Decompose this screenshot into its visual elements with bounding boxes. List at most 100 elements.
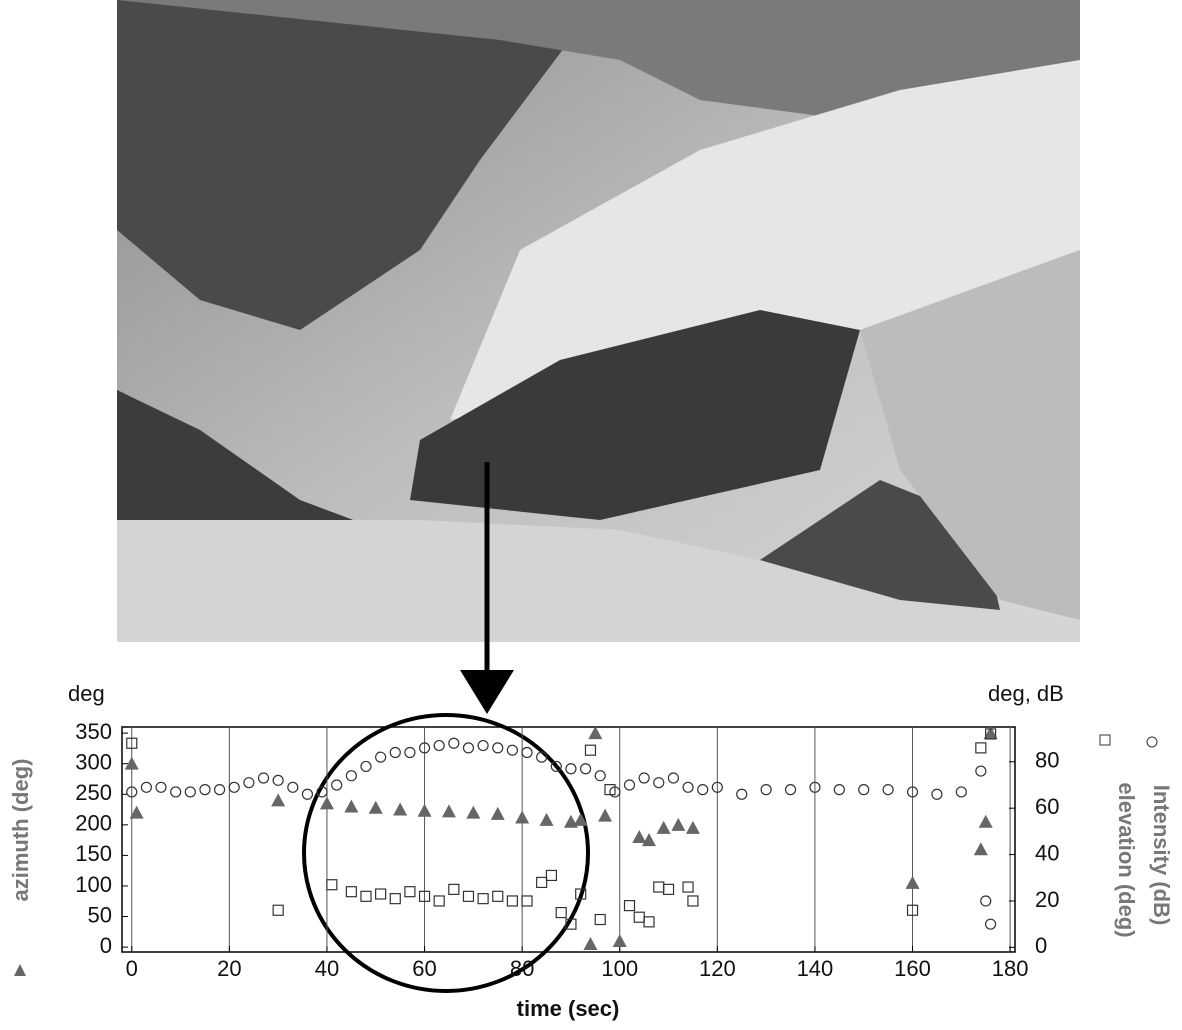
data-point [632,830,646,843]
data-point [466,806,480,819]
data-point [493,891,503,901]
data-point [639,773,649,783]
data-point [583,937,597,950]
data-point [156,782,166,792]
y-tick-label: 350 [75,719,112,744]
data-point [259,773,269,783]
data-point [683,882,693,892]
x-tick-label: 20 [217,956,241,981]
x-tick-label: 180 [992,956,1029,981]
data-point [405,887,415,897]
data-point [327,880,337,890]
x-tick-label: 60 [412,956,436,981]
y2-tick-label: 20 [1035,887,1059,912]
legend-marker [1100,735,1110,745]
x-tick-label: 160 [894,956,931,981]
y-axis-label: deg [68,681,105,706]
legend-marker [1147,737,1157,747]
data-point [859,785,869,795]
data-point [883,785,893,795]
page: {"chart_data": {"type": "scatter", "x_la… [0,0,1182,1030]
data-point [344,799,358,812]
data-point [434,741,444,751]
data-point [141,782,151,792]
data-point [598,809,612,822]
data-point [786,785,796,795]
y2-tick-label: 0 [1035,933,1047,958]
data-point [737,789,747,799]
x-tick-label: 80 [510,956,534,981]
data-point [683,782,693,792]
data-point [932,789,942,799]
legend-label: elevation (deg) [1114,782,1139,937]
data-point [981,896,991,906]
x-tick-label: 40 [315,956,339,981]
data-point [595,771,605,781]
x-tick-label: 140 [797,956,834,981]
legend-label: azimuth (deg) [8,759,33,902]
data-point [244,778,254,788]
data-point [320,796,334,809]
data-point [686,821,700,834]
data-point [974,842,988,855]
data-point [515,810,529,823]
y-tick-label: 150 [75,841,112,866]
data-point [657,821,671,834]
data-point [556,908,566,918]
photo [117,0,1080,642]
data-point [834,785,844,795]
data-point [522,748,532,758]
y2-tick-label: 60 [1035,794,1059,819]
data-point [588,726,602,739]
data-point [671,818,685,831]
data-point [537,877,547,887]
y-tick-label: 250 [75,780,112,805]
data-point [507,745,517,755]
data-point [273,905,283,915]
data-point [507,896,517,906]
data-point [624,780,634,790]
data-point [390,894,400,904]
y-tick-label: 0 [100,933,112,958]
data-point [906,876,920,889]
figure: deg deg, dB time (sec) azimuth (deg) ele… [0,0,1182,1030]
y2-axis-label: deg, dB [988,681,1064,706]
data-point [302,789,312,799]
data-point [546,870,556,880]
data-point [288,782,298,792]
data-point [405,748,415,758]
data-point [979,815,993,828]
data-point [644,917,654,927]
data-point [540,813,554,826]
data-point [369,801,383,814]
data-point [271,793,285,806]
data-point [171,787,181,797]
data-point [229,782,239,792]
data-point [761,785,771,795]
data-point [956,787,966,797]
x-axis-label: time (sec) [517,996,620,1021]
data-point [698,785,708,795]
data-point [449,738,459,748]
plot-frame [122,727,1015,952]
x-tick-label: 0 [126,956,138,981]
y-tick-label: 200 [75,811,112,836]
data-point [478,894,488,904]
data-point [361,761,371,771]
data-point [664,884,674,894]
data-point [393,803,407,816]
data-point [522,896,532,906]
data-point [463,743,473,753]
data-point [493,743,503,753]
data-point [668,773,678,783]
data-point [624,901,634,911]
data-point [449,884,459,894]
highlight-circle [304,715,588,991]
data-point [976,743,986,753]
data-point [332,780,342,790]
data-point [976,766,986,776]
data-point [613,934,627,947]
data-point [346,887,356,897]
data-point [346,771,356,781]
data-point [478,741,488,751]
